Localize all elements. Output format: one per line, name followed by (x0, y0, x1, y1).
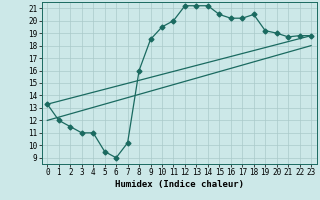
X-axis label: Humidex (Indice chaleur): Humidex (Indice chaleur) (115, 180, 244, 189)
